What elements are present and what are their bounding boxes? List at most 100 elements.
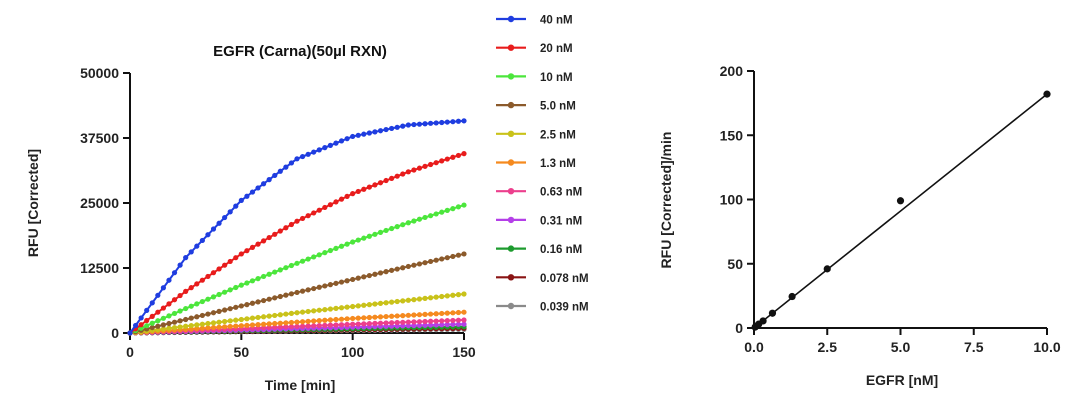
series-point [327, 306, 333, 312]
series-point [322, 145, 328, 151]
series-point [166, 325, 172, 331]
series-point [188, 315, 194, 321]
series-point [277, 320, 283, 326]
series-point [316, 284, 322, 290]
legend-item: 0.16 nM [496, 244, 582, 256]
series-point [227, 306, 233, 312]
series-point [222, 262, 228, 268]
legend-item: 1.3 nM [496, 158, 576, 170]
series-point [338, 279, 345, 285]
series-point [272, 312, 278, 319]
series-point [155, 309, 161, 315]
series-point [355, 303, 361, 309]
series-point [149, 300, 155, 306]
series-point [461, 118, 467, 124]
series-point [361, 131, 367, 137]
right-x-tick-label: 5.0 [891, 339, 911, 355]
data-point [788, 292, 796, 301]
series-point [316, 147, 322, 153]
series-point [227, 287, 233, 293]
right-x-tick-label: 10.0 [1033, 339, 1060, 355]
series-point [216, 220, 222, 226]
series-point [439, 209, 445, 215]
series-point [333, 316, 339, 323]
series-point [127, 330, 133, 336]
series-point [194, 322, 200, 328]
series-point [194, 326, 200, 332]
series-point [233, 317, 239, 323]
series-point [171, 310, 178, 317]
series-point [199, 321, 205, 327]
series-point [461, 291, 467, 297]
series-point [461, 202, 467, 208]
legend-item: 5.0 nM [496, 101, 576, 113]
series-point [155, 292, 161, 298]
series-point [222, 324, 228, 330]
legend-marker [507, 73, 515, 80]
series-point [455, 292, 462, 298]
series-point [416, 121, 423, 127]
series-point [322, 250, 328, 256]
series-point [266, 271, 272, 277]
series-point [405, 312, 411, 318]
series-point [361, 186, 367, 192]
series-point [149, 313, 155, 319]
series-point [205, 232, 211, 238]
series-point [160, 305, 166, 311]
legend-label: 1.3 nM [540, 158, 576, 170]
legend-item: 0.039 nM [496, 302, 589, 314]
series-point [461, 317, 467, 323]
series-point [210, 320, 217, 326]
series-point [138, 315, 144, 321]
series-point [444, 207, 450, 213]
series-point [333, 322, 339, 328]
series-point [311, 149, 317, 155]
series-point [288, 221, 295, 228]
left-y-axis-label: RFU [Corrected] [25, 149, 41, 257]
series-point [366, 233, 372, 239]
series-point [283, 311, 289, 317]
series-point [455, 309, 462, 316]
series-point [394, 266, 400, 272]
legend-marker [507, 101, 515, 109]
series-point [433, 318, 439, 324]
legend-label: 0.63 nM [540, 187, 582, 199]
series-point [327, 247, 333, 254]
series-point [316, 322, 322, 329]
series-point [422, 214, 428, 221]
legend-marker [507, 159, 515, 166]
series-point [272, 324, 278, 330]
series-point [405, 323, 411, 329]
series-point [333, 305, 339, 311]
series-point [372, 301, 378, 307]
series-point [405, 122, 411, 128]
series-point [394, 313, 400, 319]
series-point [338, 243, 345, 249]
series-point [355, 188, 361, 195]
series-point [216, 324, 222, 330]
left-kinetics-chart: EGFR (Carna)(50µl RXN) Time [min] RFU [C… [25, 15, 589, 394]
series-point [171, 297, 178, 303]
series-point [416, 261, 423, 267]
series-point [261, 181, 267, 187]
right-rate-chart: EGFR [nM] RFU [Corrected]/min 0.0 2.5 5.0 7… [658, 63, 1061, 388]
series-point [327, 322, 333, 328]
series-point [411, 319, 417, 325]
series-point [177, 262, 183, 268]
series-point [377, 314, 384, 320]
series-point [249, 189, 256, 195]
series-point [132, 322, 139, 329]
series-point [138, 322, 144, 328]
series-point [177, 292, 183, 299]
series-point [455, 152, 462, 159]
legend-marker [507, 216, 515, 224]
series-point [277, 312, 283, 318]
series-point [377, 128, 384, 134]
series-point [327, 142, 333, 148]
series-point [294, 310, 300, 316]
series-point [428, 318, 434, 324]
legend-label: 0.078 nM [540, 273, 589, 285]
series-point [299, 215, 306, 222]
series-point [433, 257, 439, 263]
right-y-tick-label: 150 [720, 127, 744, 143]
